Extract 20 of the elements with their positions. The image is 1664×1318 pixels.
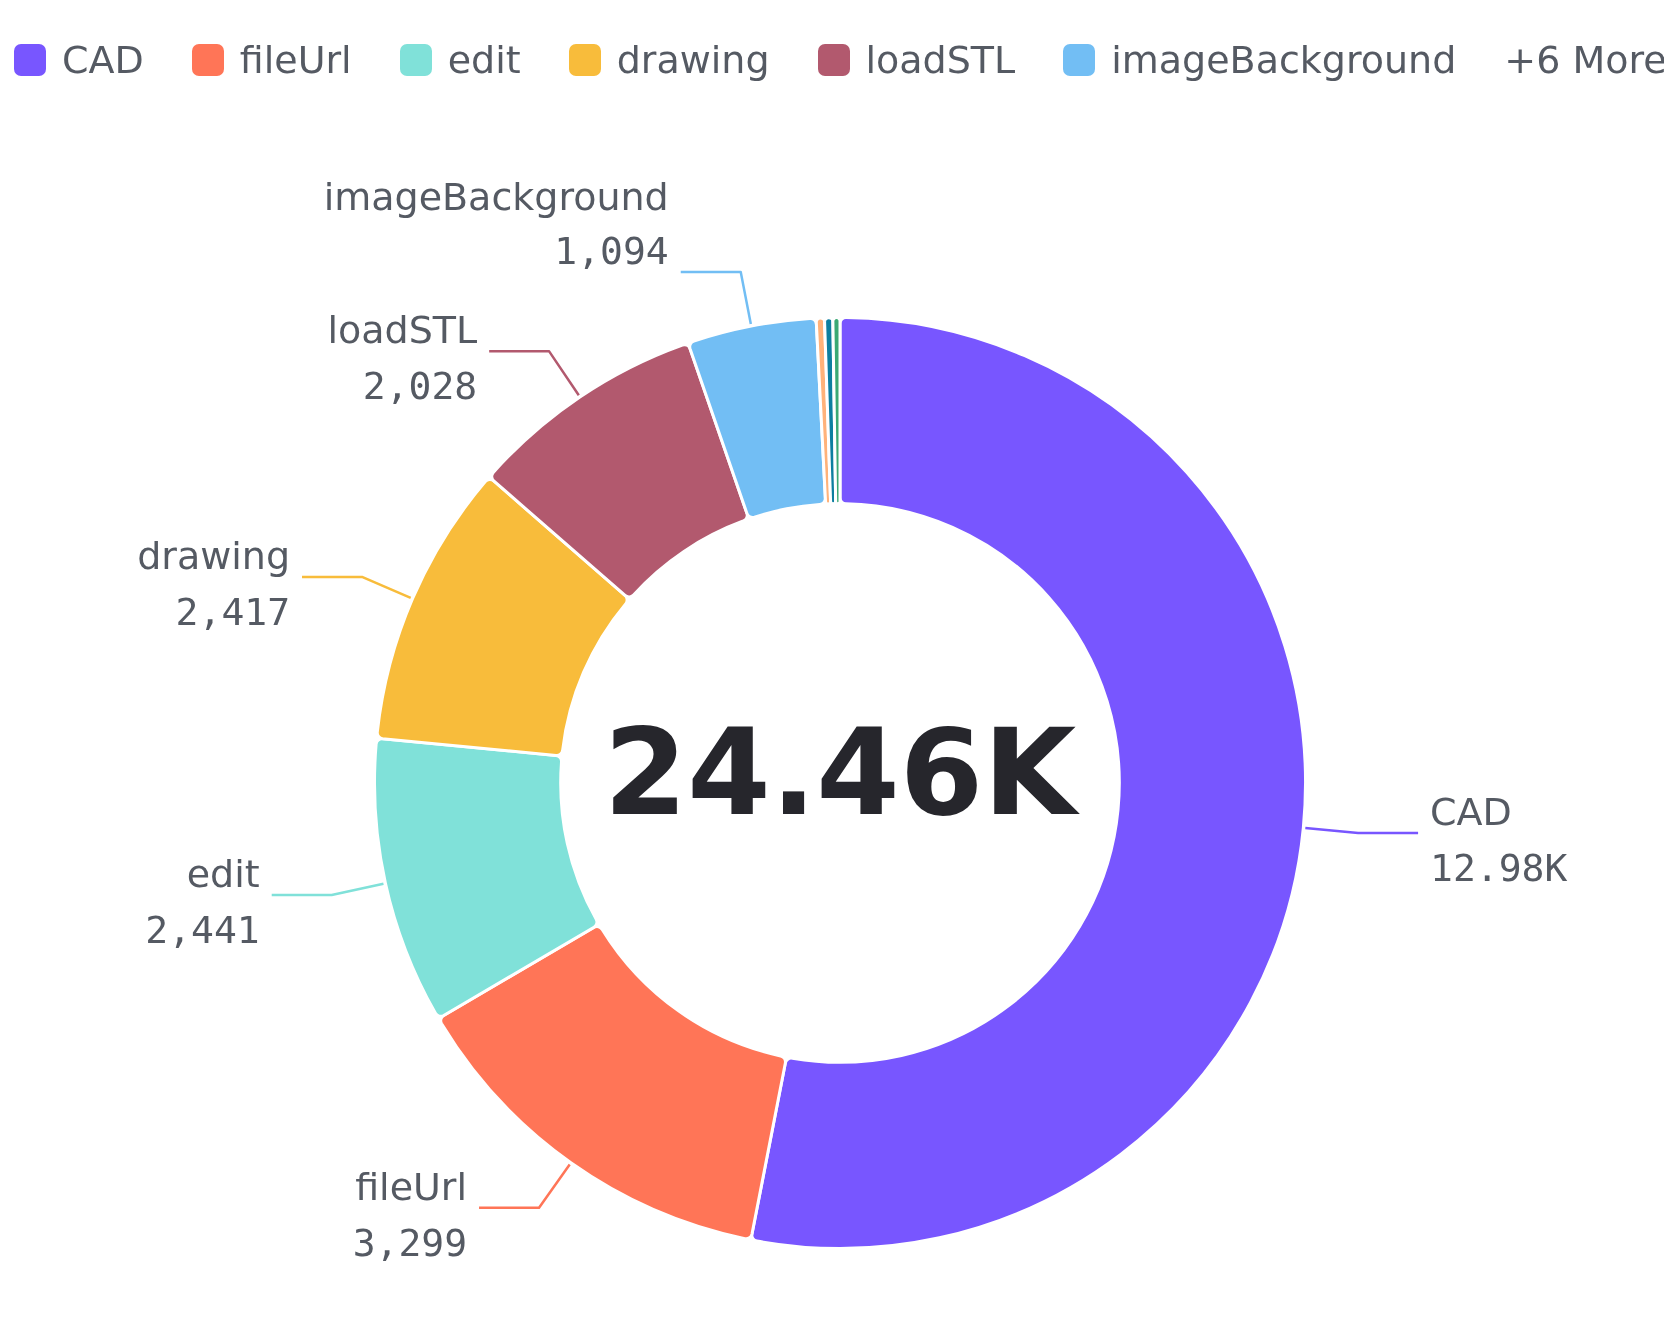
data-label: 2,441 <box>145 908 260 953</box>
slice-label: edit <box>186 852 260 897</box>
slice-label: drawing <box>137 533 291 578</box>
slice-label: loadSTL <box>327 308 478 353</box>
data-label: 2,417 <box>175 589 291 634</box>
text: 24.46K <box>603 703 1081 843</box>
legend-label: drawing <box>616 38 770 82</box>
text: +6 More <box>1504 38 1664 82</box>
data-label: 12.98K <box>1430 846 1568 891</box>
slice-label: fileUrl <box>355 1164 468 1209</box>
slice-label: imageBackground <box>323 175 669 220</box>
legend-label: loadSTL <box>865 38 1016 82</box>
legend-label: imageBackground <box>1111 38 1457 82</box>
data-label: 2,028 <box>362 364 478 409</box>
slice-label: CAD <box>1430 790 1512 835</box>
legend-label: edit <box>447 38 521 82</box>
data-label: 1,094 <box>554 229 669 274</box>
data-label: 3,299 <box>352 1220 468 1265</box>
legend-label: CAD <box>62 38 144 82</box>
legend-label: fileUrl <box>239 38 352 82</box>
